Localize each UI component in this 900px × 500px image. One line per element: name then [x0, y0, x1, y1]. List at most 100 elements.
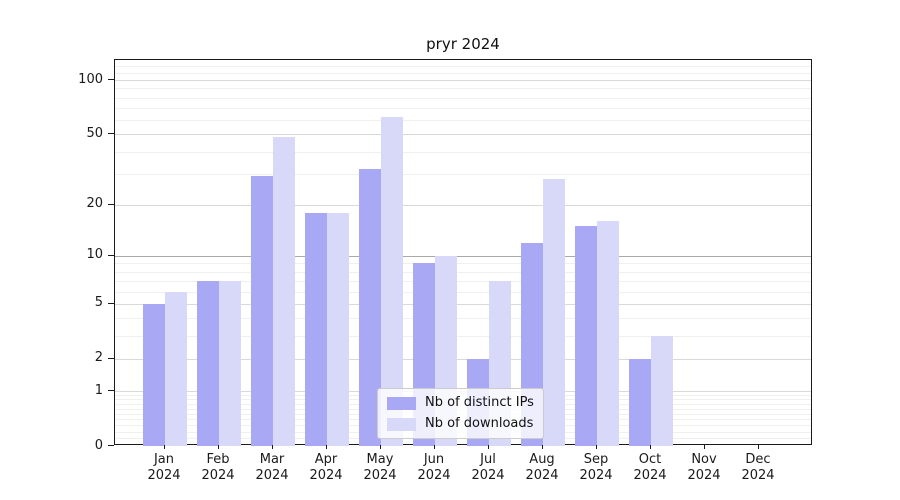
y-tick-mark-100 [108, 79, 114, 81]
x-tick-label-dec: Dec 2024 [726, 452, 790, 484]
y-tick-label-5: 5 [94, 295, 103, 311]
x-tick-month: Oct [638, 452, 662, 467]
bar-downloads-mar [273, 137, 295, 446]
x-tick-month: Jan [153, 452, 175, 467]
minor-gridline [115, 263, 811, 265]
y-tick-mark-50 [108, 133, 114, 135]
x-tick-year: 2024 [687, 468, 721, 483]
x-tick-year: 2024 [525, 468, 559, 483]
minor-gridline [115, 318, 811, 320]
x-tick-year: 2024 [201, 468, 235, 483]
y-tick-mark-0 [108, 445, 114, 446]
x-tick-month: Mar [259, 452, 285, 467]
gridline-10 [115, 255, 811, 257]
y-tick-mark-20 [108, 203, 114, 205]
bar-ips-sep [575, 226, 597, 446]
gridline-5 [115, 303, 811, 305]
gridline-100 [115, 80, 811, 82]
y-tick-mark-5 [108, 302, 114, 304]
y-tick-label-2: 2 [94, 350, 103, 366]
x-tick-month: May [366, 452, 394, 467]
legend-item-downloads: Nb of downloads [387, 416, 534, 432]
x-tick-label-mar: Mar 2024 [240, 452, 304, 484]
x-tick-year: 2024 [633, 468, 667, 483]
legend-swatch-distinct-ips [387, 396, 416, 410]
x-tick-month: Dec [745, 452, 771, 467]
x-tick-year: 2024 [417, 468, 451, 483]
bar-downloads-jan [165, 291, 187, 446]
x-tick-label-oct: Oct 2024 [618, 452, 682, 484]
bar-ips-apr [305, 212, 327, 446]
x-tick-year: 2024 [363, 468, 397, 483]
y-tick-label-1: 1 [94, 382, 103, 398]
gridline-20 [115, 204, 811, 206]
x-tick-month: Jul [480, 452, 496, 467]
bar-downloads-may [381, 117, 403, 446]
bar-downloads-feb [219, 281, 241, 446]
minor-gridline [115, 271, 811, 273]
chart-title: pryr 2024 [426, 35, 500, 53]
x-tick-label-nov: Nov 2024 [672, 452, 736, 484]
minor-gridline [115, 281, 811, 283]
y-tick-label-10: 10 [86, 247, 103, 263]
bar-ips-feb [197, 281, 219, 446]
bar-downloads-apr [327, 212, 349, 446]
minor-gridline [115, 336, 811, 338]
legend-label-distinct-ips: Nb of distinct IPs [425, 395, 534, 410]
legend-swatch-downloads [387, 417, 416, 431]
legend: Nb of distinct IPs Nb of downloads [377, 388, 544, 439]
x-tick-month: Jun [423, 452, 445, 467]
x-tick-year: 2024 [579, 468, 613, 483]
minor-gridline [115, 173, 811, 175]
x-tick-label-jun: Jun 2024 [402, 452, 466, 484]
bar-ips-may [359, 168, 381, 446]
minor-gridline [115, 151, 811, 153]
y-tick-mark-10 [108, 254, 114, 256]
minor-gridline [115, 65, 811, 67]
x-tick-mark-may [380, 445, 381, 449]
minor-gridline [115, 291, 811, 293]
legend-item-distinct-ips: Nb of distinct IPs [387, 395, 534, 411]
y-tick-label-0: 0 [94, 437, 103, 453]
x-tick-mark-jan [164, 445, 165, 449]
x-tick-year: 2024 [309, 468, 343, 483]
bar-downloads-aug [543, 178, 565, 446]
gridline-2 [115, 358, 811, 360]
gridline-50 [115, 134, 811, 136]
x-tick-month: Nov [691, 452, 717, 467]
x-tick-mark-nov [704, 445, 705, 449]
x-tick-month: Apr [314, 452, 338, 467]
x-tick-mark-jun [434, 445, 435, 449]
bar-downloads-sep [597, 221, 619, 446]
bar-downloads-oct [651, 336, 673, 446]
minor-gridline [115, 120, 811, 121]
x-tick-mark-feb [218, 445, 219, 449]
x-tick-year: 2024 [147, 468, 181, 483]
x-tick-label-may: May 2024 [348, 452, 412, 484]
x-tick-year: 2024 [255, 468, 289, 483]
x-tick-year: 2024 [471, 468, 505, 483]
minor-gridline [115, 72, 811, 74]
x-tick-label-feb: Feb 2024 [186, 452, 250, 484]
minor-gridline [115, 107, 811, 109]
minor-gridline [115, 88, 811, 90]
x-tick-label-sep: Sep 2024 [564, 452, 628, 484]
x-tick-year: 2024 [741, 468, 775, 483]
x-tick-mark-apr [326, 445, 327, 449]
x-tick-mark-jul [488, 445, 489, 449]
bar-ips-jan [143, 303, 165, 446]
x-tick-label-aug: Aug 2024 [510, 452, 574, 484]
y-tick-label-50: 50 [86, 125, 103, 141]
x-tick-mark-aug [542, 445, 543, 449]
minor-gridline [115, 97, 811, 99]
x-tick-label-apr: Apr 2024 [294, 452, 358, 484]
x-tick-month: Feb [206, 452, 230, 467]
x-tick-mark-oct [650, 445, 651, 449]
x-tick-month: Sep [583, 452, 609, 467]
y-tick-mark-2 [108, 357, 114, 359]
bar-ips-mar [251, 176, 273, 446]
x-tick-label-jul: Jul 2024 [456, 452, 520, 484]
x-tick-month: Aug [529, 452, 555, 467]
x-tick-mark-dec [758, 445, 759, 449]
